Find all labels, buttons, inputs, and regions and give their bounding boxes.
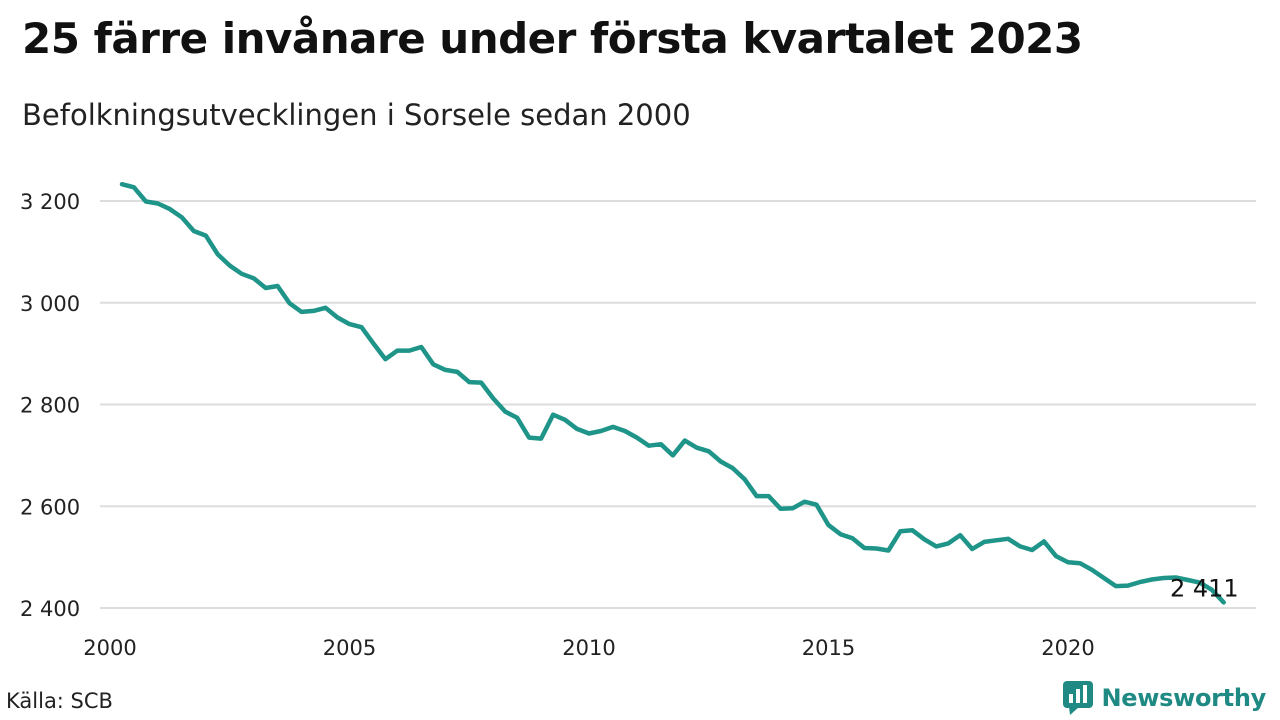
x-tick-label: 2015 bbox=[802, 636, 855, 660]
grid-layer bbox=[100, 200, 1256, 609]
series-line bbox=[119, 181, 1226, 605]
y-tick-label: 3 000 bbox=[20, 292, 80, 316]
x-tick-label: 2010 bbox=[562, 636, 615, 660]
y-tick-label: 2 400 bbox=[20, 597, 80, 621]
y-axis: 2 400 2 600 2 800 3 000 3 200 bbox=[20, 190, 80, 621]
series-layer bbox=[119, 181, 1226, 605]
newsworthy-logo-icon bbox=[1063, 681, 1094, 715]
x-axis: 2000 2005 2010 2015 2020 bbox=[83, 636, 1094, 660]
end-value-label: 2 411 bbox=[1170, 574, 1239, 602]
x-tick-label: 2005 bbox=[323, 636, 376, 660]
y-tick-label: 2 800 bbox=[20, 394, 80, 418]
y-tick-label: 3 200 bbox=[20, 190, 80, 214]
brand-logo[interactable]: Newsworthy bbox=[1063, 680, 1266, 716]
chart-title: 25 färre invånare under första kvartalet… bbox=[22, 14, 1083, 63]
source-note: Källa: SCB bbox=[6, 689, 113, 713]
y-tick-label: 2 600 bbox=[20, 495, 80, 519]
brand-name: Newsworthy bbox=[1101, 684, 1266, 712]
x-tick-label: 2000 bbox=[83, 636, 136, 660]
chart-subtitle: Befolkningsutvecklingen i Sorsele sedan … bbox=[22, 98, 691, 132]
x-tick-label: 2020 bbox=[1041, 636, 1094, 660]
annotation-layer: 2 411 bbox=[1170, 574, 1239, 602]
